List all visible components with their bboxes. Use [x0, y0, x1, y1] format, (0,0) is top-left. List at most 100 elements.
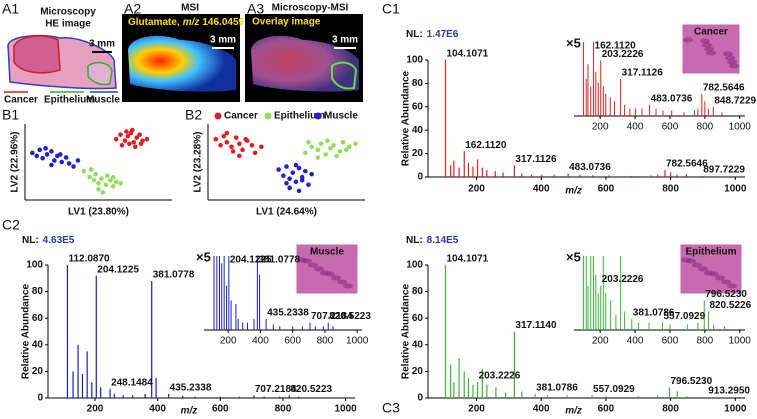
y-tick-label: 80	[412, 78, 424, 89]
point	[213, 136, 219, 142]
peak-label: 104.1071	[447, 49, 489, 60]
image-label: Muscle	[310, 247, 344, 258]
magnification: ×5	[566, 249, 581, 264]
inset-peak-label: 796.5230	[705, 289, 747, 300]
y-axis-label: Relative Abundance	[401, 70, 412, 166]
point	[340, 139, 346, 145]
histology-texture	[331, 275, 341, 281]
point	[125, 133, 131, 139]
x-tick-label: 600	[598, 184, 615, 195]
histology-texture	[692, 262, 702, 268]
normalization-level: NL: 8.14E5	[406, 235, 459, 246]
inset-peak-label: 820.5226	[709, 300, 751, 311]
peak-label: 104.1071	[447, 254, 489, 265]
point	[113, 136, 119, 142]
peak-label: 796.5230	[670, 376, 712, 387]
point	[296, 188, 302, 194]
point	[306, 139, 311, 145]
peak-label: 435.2338	[170, 383, 212, 394]
point	[81, 168, 87, 174]
histology-texture	[725, 55, 735, 61]
point	[293, 162, 299, 168]
point	[30, 150, 35, 156]
y-tick-label: 60	[32, 313, 44, 324]
point	[96, 180, 101, 186]
point	[347, 144, 352, 150]
point	[331, 142, 336, 148]
point	[107, 177, 113, 183]
point	[52, 158, 57, 163]
peak-label: 707.2184	[255, 384, 297, 395]
peak-label: 248.1484	[111, 377, 153, 388]
y-axis-label: Relative Abundance	[401, 283, 412, 379]
point	[252, 150, 258, 156]
histology-texture	[702, 42, 712, 48]
y-axis-label: LV2 (22.96%)	[10, 132, 21, 193]
point	[49, 162, 54, 168]
peak-label: 782.5646	[666, 159, 708, 170]
peak-label: 820.5223	[290, 384, 332, 395]
magnification: ×5	[566, 35, 581, 50]
magnification: ×5	[196, 249, 211, 264]
y-tick-label: 40	[412, 125, 424, 136]
inset-x-tick-label: 600	[662, 336, 679, 347]
point	[293, 179, 299, 185]
point	[233, 135, 239, 140]
point	[343, 147, 349, 153]
histology-texture	[706, 50, 716, 56]
point	[93, 171, 98, 177]
inset-peak-label: 435.2338	[267, 308, 309, 319]
inset-peak-label: 848.7229	[714, 95, 756, 106]
panel-a1: A1 Microscopy HE image 3 mm Cancer Epith…	[2, 1, 120, 106]
panel-label: A1	[2, 1, 19, 17]
point	[87, 174, 92, 180]
point	[118, 132, 123, 137]
caption-unit: m/z	[183, 17, 200, 28]
point	[91, 177, 97, 183]
image-title: MSI	[181, 3, 199, 14]
legend-label: Epithelium	[44, 95, 95, 106]
point	[328, 146, 333, 151]
inset-peak-label: 204.1225	[230, 255, 272, 266]
x-tick-label: 400	[533, 404, 550, 415]
inset-peak-label: 782.5646	[703, 82, 745, 93]
peak-label: 162.1120	[465, 140, 507, 151]
nl-label: NL:	[406, 235, 423, 246]
scale-label: 3 mm	[89, 39, 115, 50]
histology-texture	[727, 283, 737, 289]
scale-label: 3 mm	[210, 35, 236, 46]
legend-label: Epithelium	[274, 111, 325, 122]
inset-x-tick-label: 600	[662, 122, 679, 133]
y-tick-label: 80	[32, 286, 44, 297]
scale-label: 3 mm	[332, 35, 358, 46]
x-tick-label: 1000	[724, 184, 747, 195]
histology-texture	[727, 59, 737, 65]
legend-marker	[314, 112, 322, 120]
msi-image	[128, 35, 236, 92]
point	[71, 164, 76, 169]
image-label: Cancer	[694, 27, 728, 38]
y-axis-label: Relative Abundance	[21, 283, 32, 379]
y-tick-label: 60	[412, 101, 424, 112]
peak-label: 557.0929	[593, 384, 635, 395]
point	[110, 184, 116, 189]
x-tick-label: 1000	[334, 404, 357, 415]
point	[37, 147, 42, 153]
point	[276, 167, 281, 172]
point	[57, 152, 63, 157]
panel-label: C1	[382, 1, 400, 17]
nl-label: NL:	[22, 235, 39, 246]
point	[303, 168, 308, 174]
legend-marker	[264, 112, 272, 120]
y-tick-label: 20	[32, 366, 44, 377]
y-tick-label: 0	[37, 393, 43, 404]
y-axis-label: LV2 (23.28%)	[193, 132, 204, 193]
image-title: Microscopy-MSI	[272, 3, 349, 14]
nl-value: 1.47E6	[427, 29, 459, 40]
point	[281, 173, 286, 178]
point	[284, 180, 289, 186]
inset-x-tick-label: 1000	[346, 336, 369, 347]
peak-label: 317.1140	[515, 320, 557, 331]
point	[287, 176, 292, 182]
point	[296, 165, 302, 171]
